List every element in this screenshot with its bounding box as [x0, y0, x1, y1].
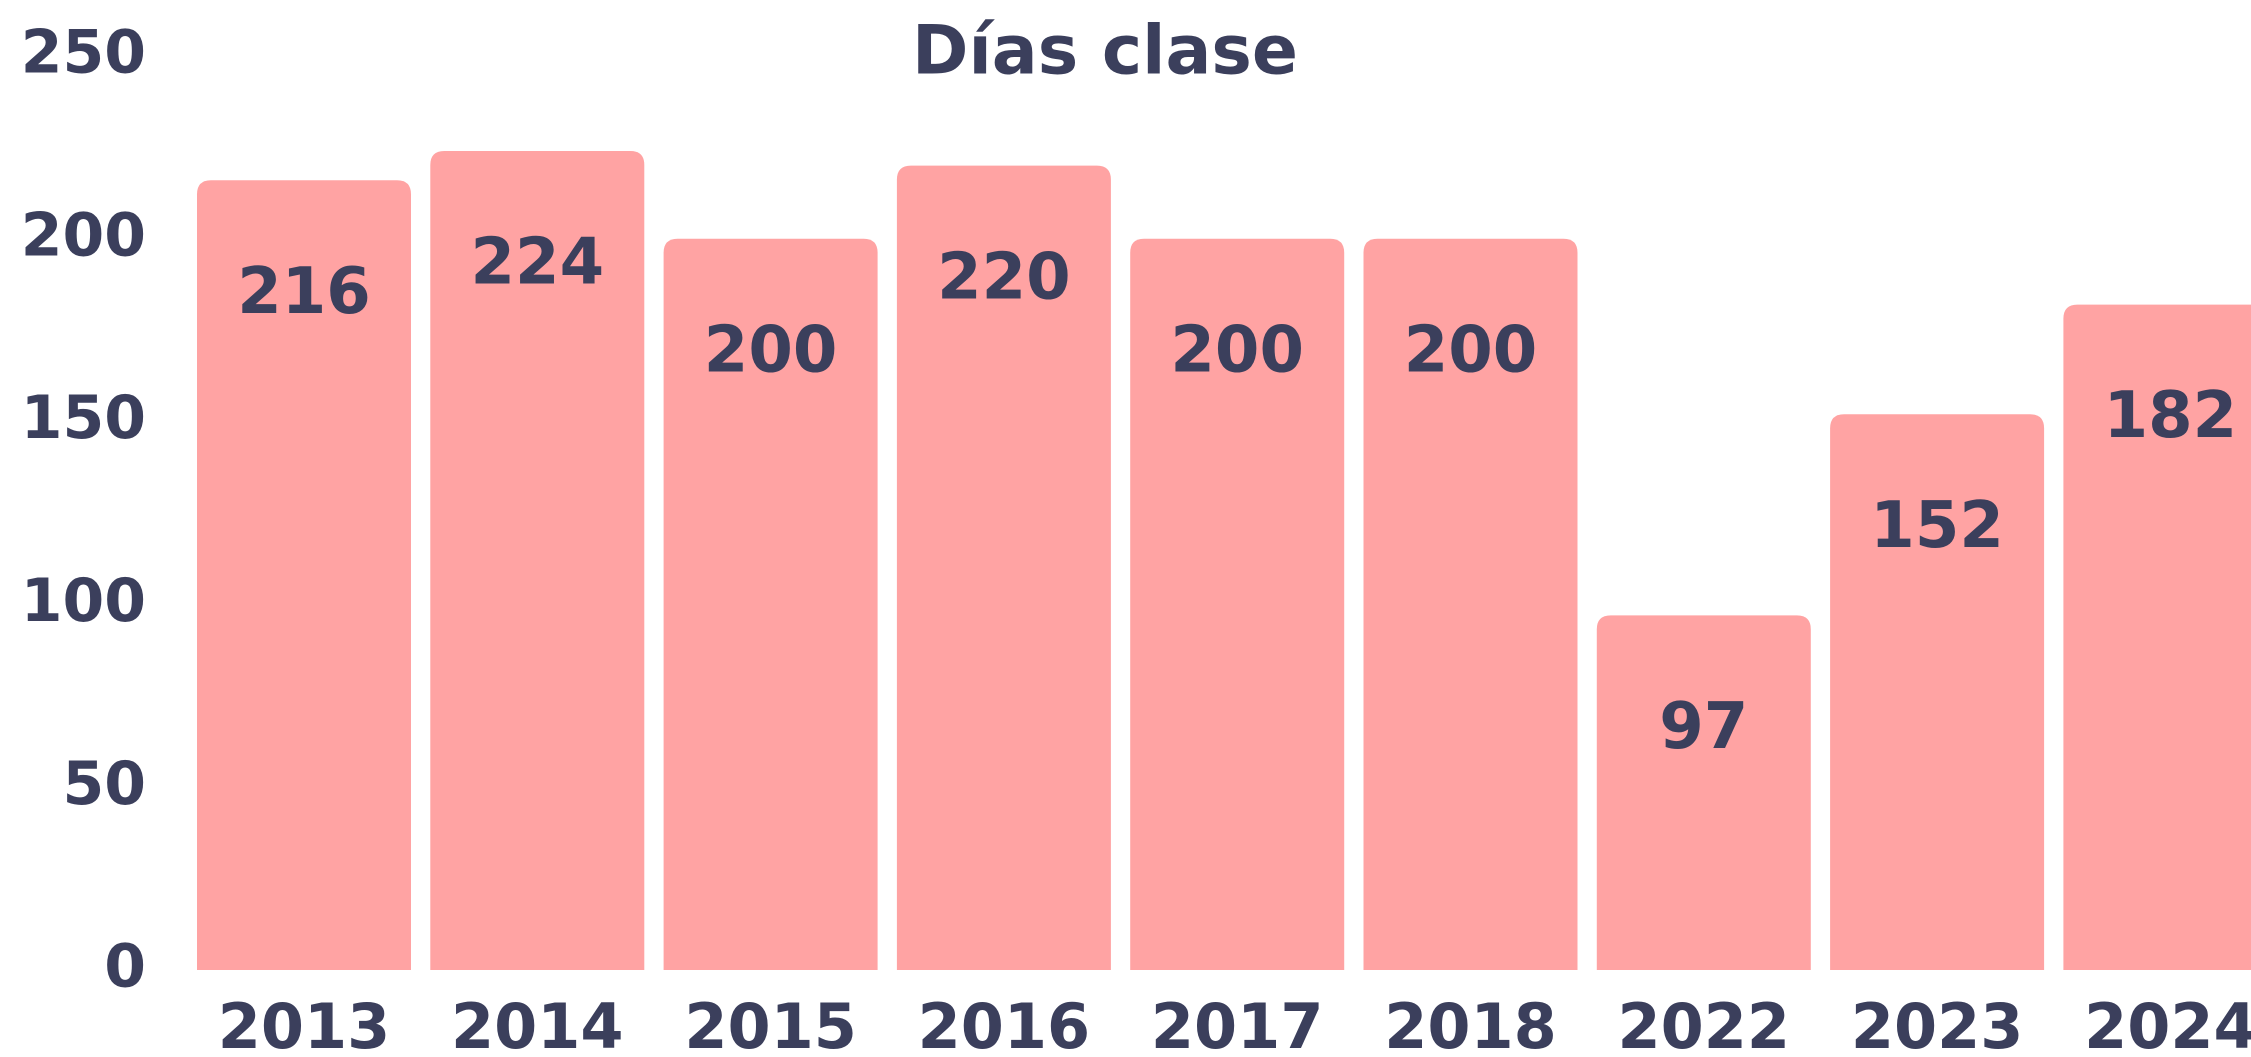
x-tick-label: 2023: [1851, 990, 2024, 1057]
bar: [663, 238, 878, 971]
x-tick-label: 2016: [918, 990, 1091, 1057]
bar: [197, 180, 411, 970]
value-label: 200: [704, 313, 838, 387]
value-label: 200: [1404, 313, 1538, 387]
bar: [1830, 414, 2045, 971]
x-tick-label: 2013: [218, 990, 391, 1057]
bar: [1130, 238, 1345, 971]
x-tick-label: 2022: [1618, 990, 1791, 1057]
y-tick-label: 250: [21, 18, 146, 88]
x-tick-label: 2018: [1384, 990, 1557, 1057]
bar: [896, 165, 1111, 970]
y-tick-label: 50: [63, 749, 147, 819]
value-label: 182: [2104, 379, 2238, 453]
value-label: 224: [471, 226, 605, 300]
value-label: 97: [1659, 690, 1748, 764]
bar: [1596, 615, 1811, 970]
bar: [1363, 238, 1578, 971]
x-tick-label: 2017: [1151, 990, 1324, 1057]
value-label: 216: [237, 255, 371, 329]
bar: [2063, 304, 2251, 970]
value-label: 200: [1170, 313, 1304, 387]
x-tick-label: 2024: [2084, 990, 2251, 1057]
y-tick-label: 200: [21, 200, 146, 270]
y-tick-label: 100: [21, 566, 146, 636]
x-tick-label: 2015: [684, 990, 857, 1057]
value-label: 220: [937, 240, 1071, 314]
x-tick-label: 2014: [451, 990, 624, 1057]
y-tick-label: 0: [104, 932, 146, 1002]
y-tick-label: 150: [21, 383, 146, 453]
chart-title: Días clase: [912, 12, 1298, 91]
value-label: 152: [1870, 489, 2004, 563]
bar: [430, 151, 645, 970]
